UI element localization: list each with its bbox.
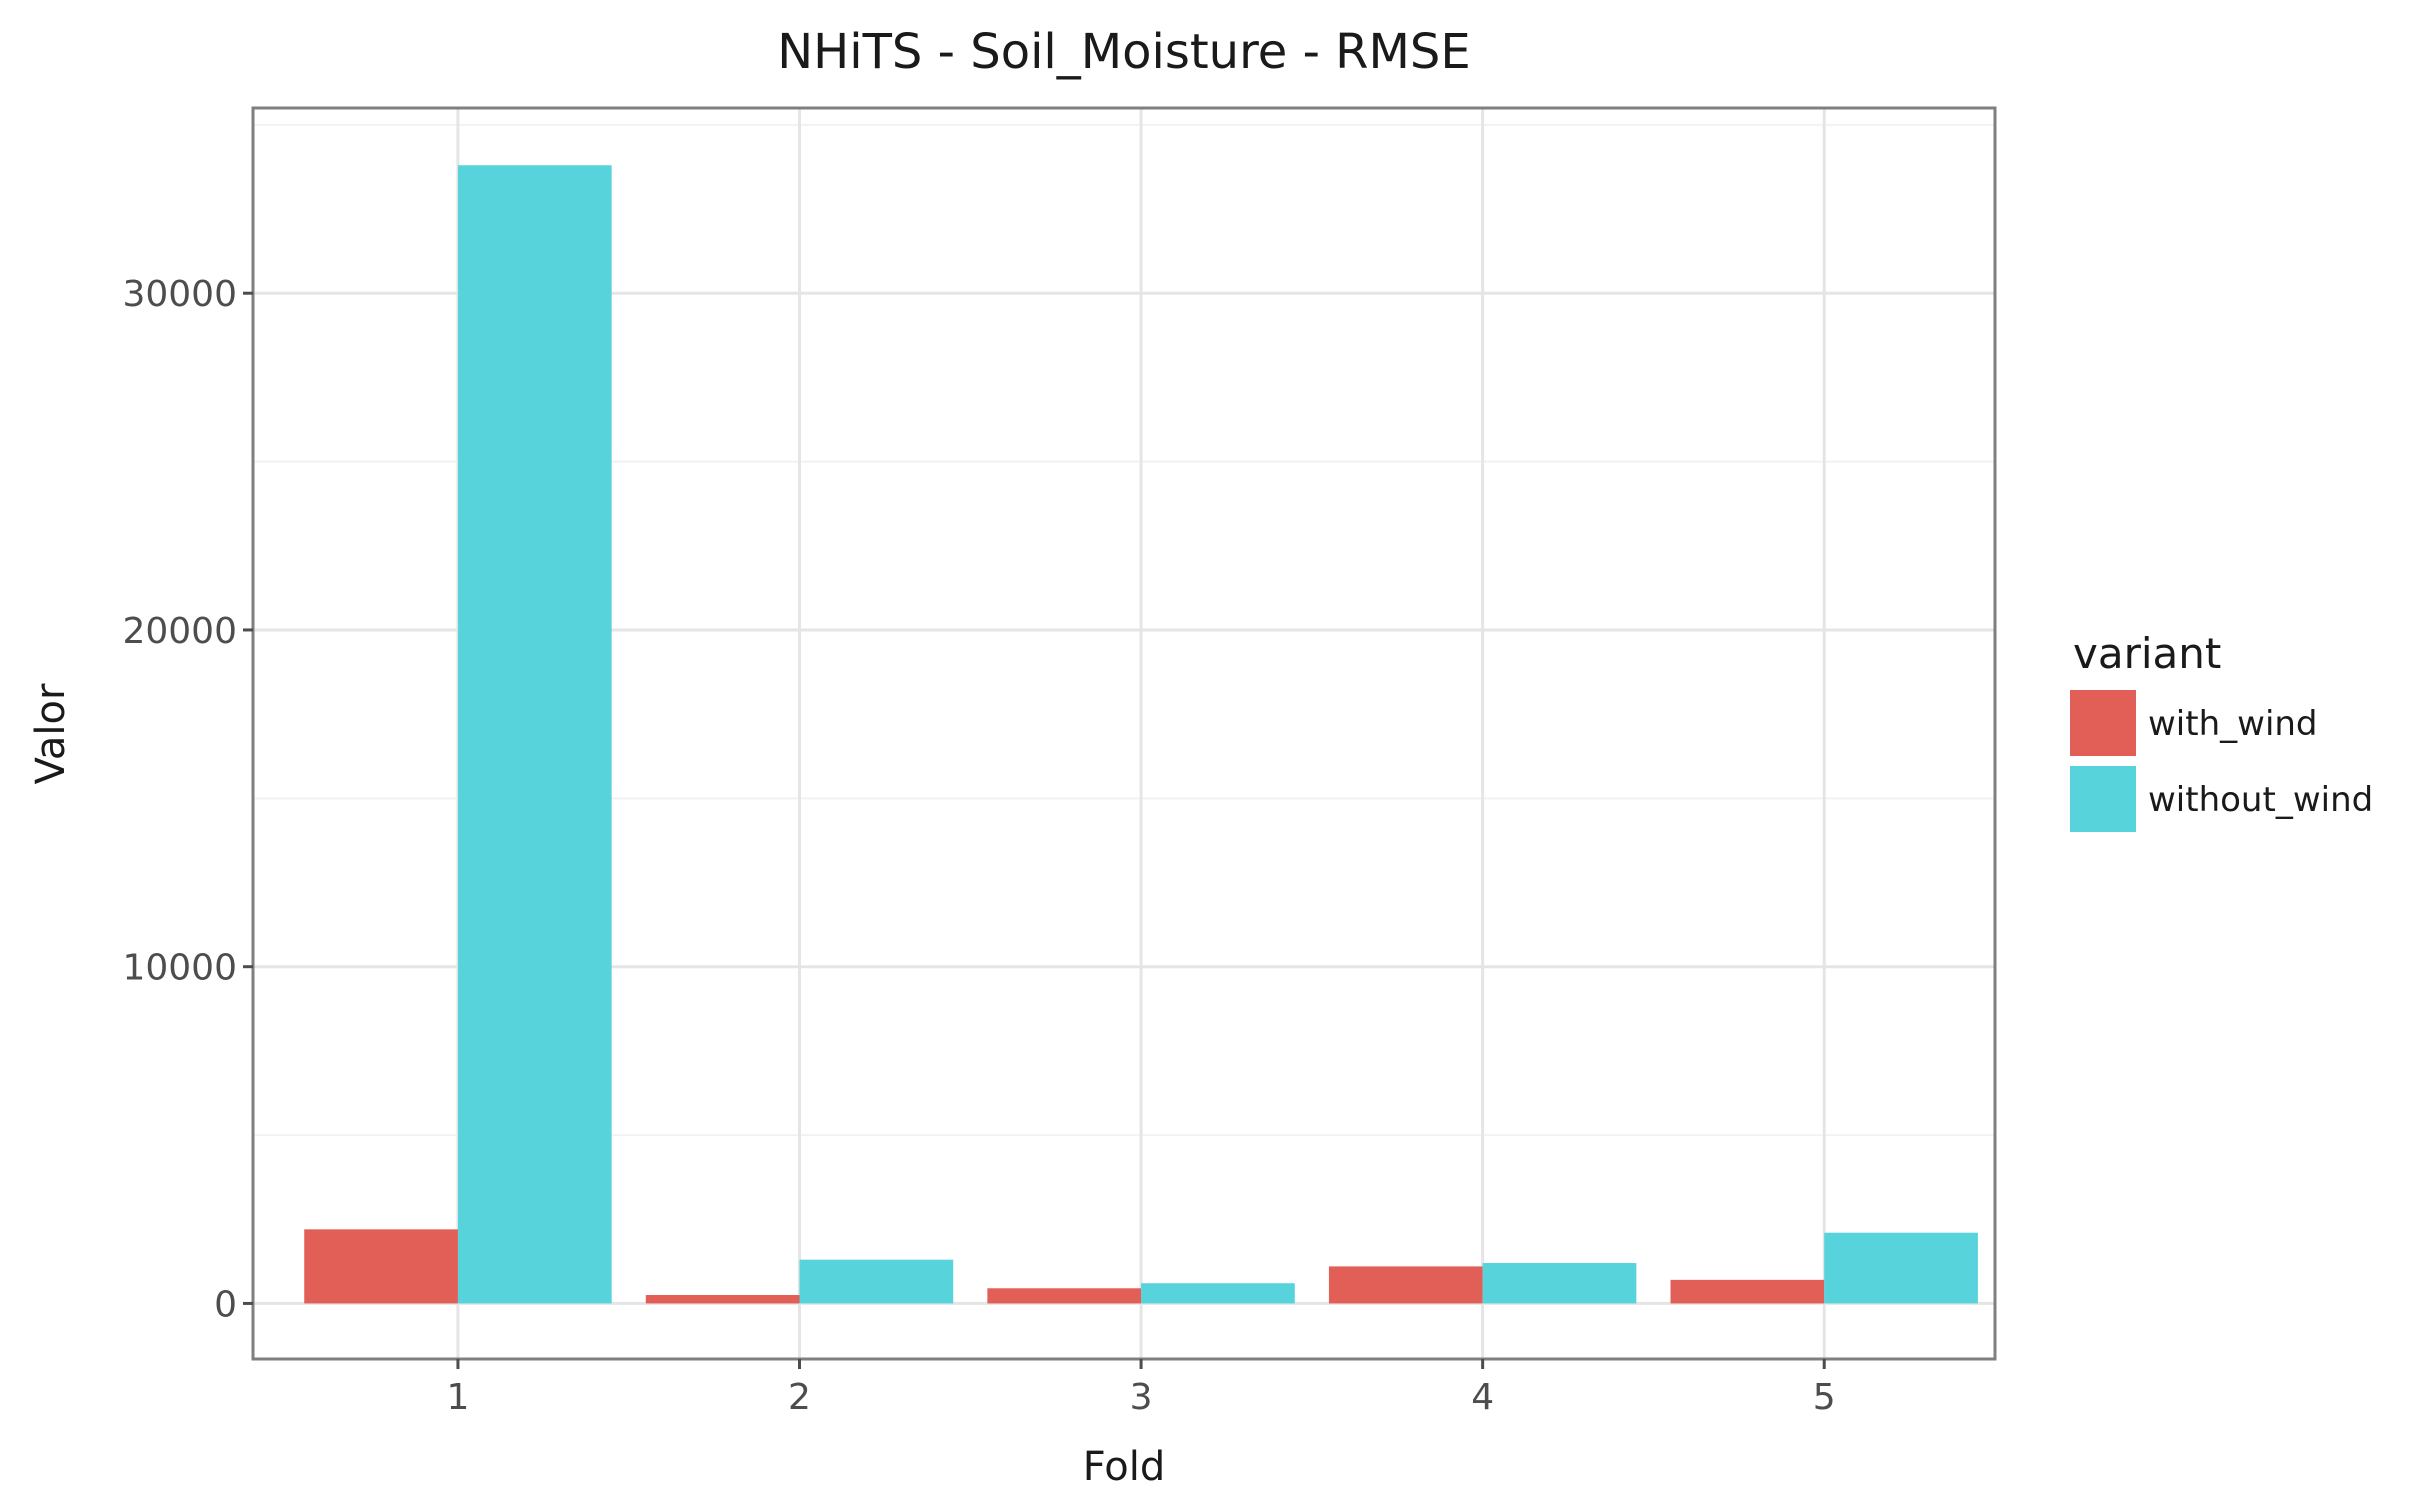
x-tick-label: 5 [1813, 1377, 1836, 1418]
legend: variant with_wind without_wind [2070, 629, 2373, 832]
legend-key-without_wind [2070, 766, 2136, 832]
y-axis-title: Valor [28, 683, 74, 784]
y-tick-label: 20000 [122, 611, 237, 652]
x-axis: 1 2 3 4 5 [446, 1359, 1836, 1418]
x-tick-label: 2 [788, 1377, 811, 1418]
x-axis-title: Fold [1083, 1444, 1166, 1490]
y-tick-label: 10000 [122, 948, 237, 989]
legend-key-with_wind [2070, 690, 2136, 756]
bars [304, 165, 1978, 1304]
y-tick-label: 0 [214, 1284, 237, 1325]
legend-title: variant [2073, 629, 2221, 678]
bar-without_wind-fold-1 [457, 165, 612, 1304]
bar-without_wind-fold-4 [1482, 1263, 1637, 1304]
legend-label: with_wind [2148, 704, 2318, 744]
x-tick-label: 3 [1130, 1377, 1153, 1418]
y-axis: 0 10000 20000 30000 [122, 274, 253, 1325]
x-tick-label: 1 [446, 1377, 469, 1418]
bar-without_wind-fold-5 [1824, 1232, 1978, 1304]
bar-with_wind-fold-2 [645, 1295, 800, 1304]
legend-label: without_wind [2148, 780, 2373, 820]
chart-title: NHiTS - Soil_Moisture - RMSE [777, 24, 1470, 80]
x-tick-label: 4 [1471, 1377, 1494, 1418]
bar-with_wind-fold-4 [1328, 1266, 1483, 1304]
bar-with_wind-fold-3 [987, 1288, 1142, 1304]
bar-without_wind-fold-2 [799, 1259, 954, 1304]
bar-without_wind-fold-3 [1141, 1283, 1295, 1304]
plot-panel-border [251, 106, 1997, 1361]
bar-with_wind-fold-1 [304, 1229, 458, 1304]
bar-with_wind-fold-5 [1670, 1279, 1825, 1304]
y-tick-label: 30000 [122, 274, 237, 315]
